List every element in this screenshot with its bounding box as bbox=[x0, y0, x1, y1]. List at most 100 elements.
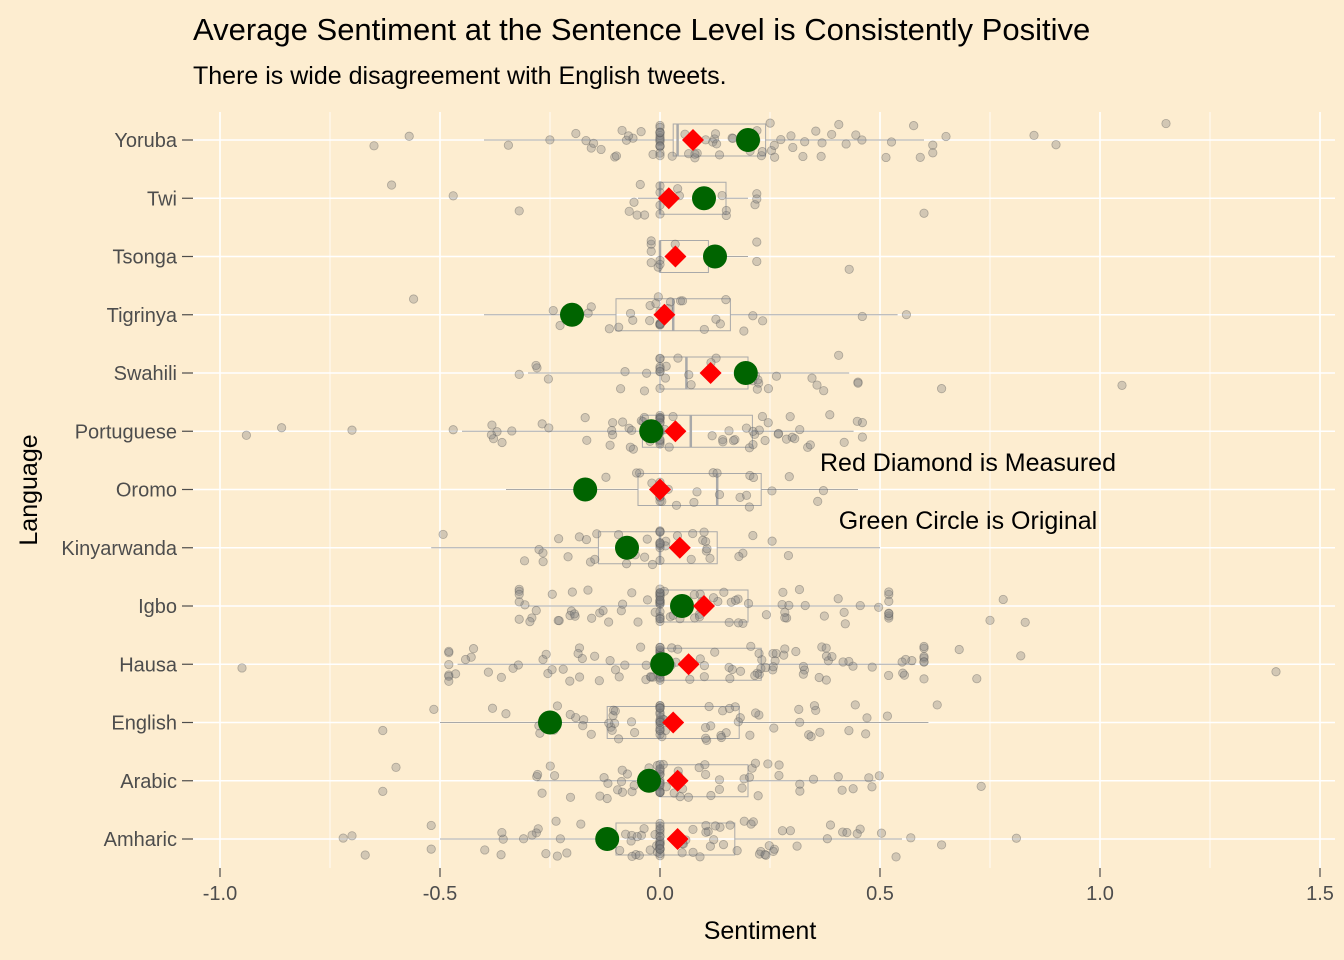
jitter-point bbox=[520, 600, 530, 610]
jitter-point bbox=[378, 725, 388, 736]
jitter-point bbox=[739, 326, 749, 336]
jitter-point bbox=[919, 657, 929, 667]
jitter-point bbox=[766, 145, 777, 156]
jitter-point bbox=[582, 435, 592, 445]
jitter-point bbox=[655, 599, 665, 609]
jitter-point bbox=[806, 731, 816, 742]
jitter-point bbox=[839, 607, 849, 617]
jitter-point bbox=[641, 368, 652, 378]
jitter-point bbox=[811, 126, 821, 136]
jitter-point bbox=[655, 539, 665, 549]
jitter-point bbox=[611, 151, 622, 161]
jitter-point bbox=[773, 429, 783, 439]
jitter-point bbox=[618, 417, 628, 427]
jitter-point bbox=[821, 675, 831, 685]
jitter-point bbox=[617, 765, 627, 775]
jitter-point bbox=[750, 429, 760, 439]
jitter-point bbox=[621, 829, 631, 839]
jitter-point bbox=[932, 700, 942, 710]
jitter-point bbox=[705, 841, 715, 851]
measured-diamond-yoruba bbox=[682, 129, 704, 151]
jitter-point bbox=[655, 259, 665, 269]
jitter-point bbox=[753, 791, 763, 801]
jitter-point bbox=[655, 838, 665, 848]
jitter-point bbox=[733, 717, 743, 727]
jitter-point bbox=[884, 587, 894, 597]
jitter-point bbox=[241, 430, 251, 440]
jitter-point bbox=[497, 828, 507, 838]
jitter-point bbox=[747, 763, 757, 773]
jitter-point bbox=[744, 443, 755, 453]
jitter-point bbox=[767, 536, 777, 546]
jitter-point bbox=[783, 550, 794, 561]
jitter-point bbox=[606, 722, 616, 732]
jitter-point bbox=[721, 728, 731, 738]
jitter-point bbox=[708, 468, 718, 478]
y-tick-labels: Amharic Arabic English Hausa Igbo Kinyarwanda… bbox=[61, 130, 193, 851]
jitter-point bbox=[919, 643, 929, 653]
jitter-point bbox=[648, 149, 658, 160]
jitter-point bbox=[347, 425, 357, 435]
jitter-point bbox=[565, 610, 575, 621]
jitter-point bbox=[625, 442, 635, 452]
original-circle-arabic bbox=[637, 768, 661, 793]
jitter-point bbox=[655, 703, 665, 713]
jitter-point bbox=[660, 541, 671, 551]
annotation-measured: Red Diamond is Measured bbox=[820, 449, 1116, 477]
jitter-point bbox=[752, 237, 762, 247]
jitter-point bbox=[647, 559, 658, 570]
jitter-point bbox=[590, 651, 600, 661]
jitter-point bbox=[629, 780, 639, 791]
jitter-point bbox=[653, 262, 663, 272]
jitter-point bbox=[732, 846, 742, 856]
jitter-point bbox=[555, 834, 565, 844]
jitter-point bbox=[817, 642, 827, 652]
jitter-point bbox=[784, 600, 794, 610]
jitter-point bbox=[781, 434, 792, 444]
jitter-point bbox=[571, 128, 581, 139]
jitter-point bbox=[578, 721, 588, 731]
jitter-point bbox=[655, 592, 665, 602]
jitter-point bbox=[483, 667, 493, 677]
jitter-point bbox=[655, 729, 665, 740]
jitter-point bbox=[655, 708, 665, 718]
jitter-point bbox=[688, 824, 698, 835]
jitter-point bbox=[514, 369, 524, 380]
jitter-point bbox=[811, 705, 821, 715]
y-tick-label: Hausa bbox=[119, 654, 178, 676]
jitter-point bbox=[571, 713, 581, 723]
jitter-point bbox=[827, 651, 837, 662]
jitter-point bbox=[602, 793, 612, 804]
jitter-point bbox=[748, 530, 758, 541]
jitter-point bbox=[498, 834, 508, 844]
jitter-point bbox=[655, 413, 665, 423]
jitter-point bbox=[554, 616, 564, 626]
jitter-point bbox=[667, 643, 677, 653]
jitter-point bbox=[780, 613, 790, 623]
jitter-point bbox=[655, 151, 665, 161]
jitter-point bbox=[746, 641, 756, 651]
jitter-point bbox=[713, 596, 723, 607]
jitter-point bbox=[503, 140, 513, 150]
jitter-point bbox=[754, 425, 764, 435]
jitter-point bbox=[748, 817, 758, 827]
jitter-point bbox=[583, 308, 593, 318]
jitter-point bbox=[574, 672, 585, 682]
jitter-point bbox=[488, 434, 499, 444]
jitter-point bbox=[712, 139, 722, 149]
jitter-point bbox=[645, 672, 656, 682]
jitter-point bbox=[438, 529, 448, 540]
jitter-point bbox=[480, 845, 490, 855]
jitter-point bbox=[614, 322, 624, 332]
jitter-point bbox=[788, 142, 798, 153]
jitter-point bbox=[768, 662, 778, 672]
jitter-point bbox=[541, 849, 551, 859]
jitter-point bbox=[610, 706, 620, 716]
jitter-point bbox=[804, 730, 814, 740]
jitter-point bbox=[718, 437, 728, 447]
jitter-point bbox=[604, 324, 614, 334]
jitter-point bbox=[800, 600, 810, 611]
jitter-point bbox=[655, 837, 665, 847]
jitter-point bbox=[627, 588, 637, 598]
jitter-point bbox=[1016, 651, 1026, 661]
